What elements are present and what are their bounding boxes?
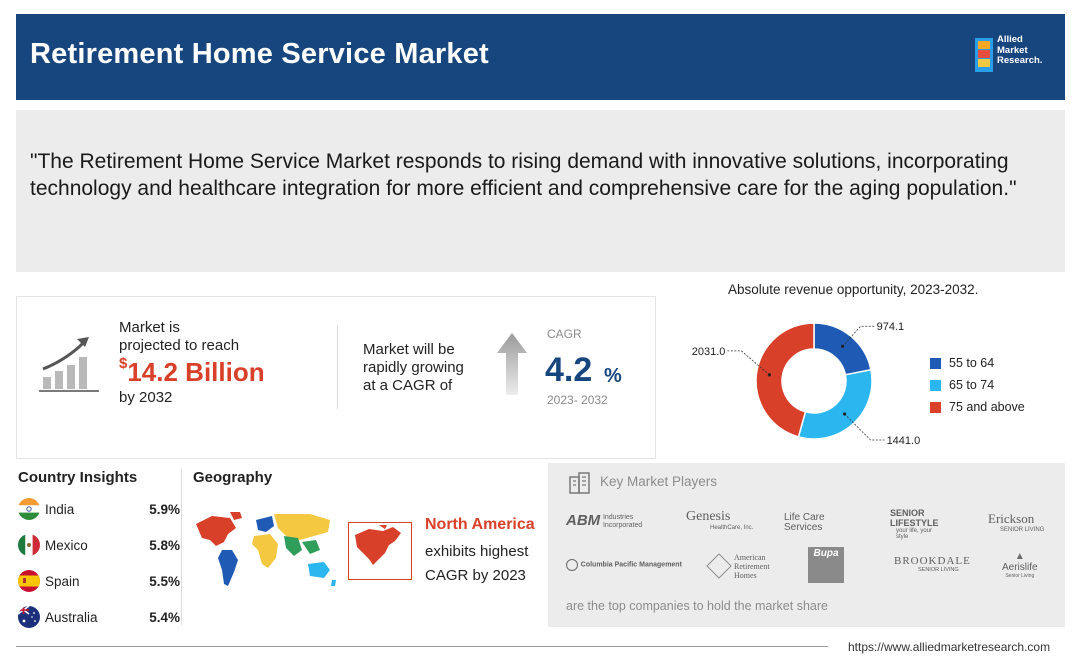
section-divider xyxy=(181,469,182,625)
player-logo-american-retirement: American Retirement Homes xyxy=(706,553,780,580)
legend-label: 75 and above xyxy=(949,400,1025,414)
donut-slice-55-to-64 xyxy=(813,322,872,376)
country-name: India xyxy=(45,502,75,517)
players-footnote: are the top companies to hold the market… xyxy=(566,599,828,613)
cagr-period: 2023- 2032 xyxy=(547,393,608,407)
player-logo-bupa: Bupa xyxy=(808,547,844,583)
buildings-icon xyxy=(569,472,590,494)
market-value: $14.2 Billion xyxy=(119,355,265,387)
country-name: Australia xyxy=(45,610,98,625)
country-row-spain: Spain 5.5% xyxy=(18,568,180,604)
chart-title: Absolute revenue opportunity, 2023-2032. xyxy=(728,282,979,297)
north-america-map-icon xyxy=(355,525,401,565)
highlight-region: North America xyxy=(425,516,535,533)
player-logo-columbia-pacific: Columbia Pacific Management xyxy=(566,559,682,571)
donut-slice-65-to-74 xyxy=(797,368,873,440)
player-logo-genesis: Genesis HealthCare, Inc. xyxy=(686,509,754,531)
legend-label: 55 to 64 xyxy=(949,356,995,370)
country-row-india: India 5.9% xyxy=(18,496,180,532)
logo-mark-icon xyxy=(975,38,993,72)
legend-item: 75 and above xyxy=(930,396,1025,418)
legend-item: 55 to 64 xyxy=(930,352,1025,374)
region-description: exhibits highest CAGR by 2023 xyxy=(425,543,529,584)
country-cagr: 5.9% xyxy=(149,502,180,517)
donut-leader-dot xyxy=(767,373,772,377)
logo-text: Allied Market Research. xyxy=(997,34,1043,66)
header-banner: Retirement Home Service Market Allied Ma… xyxy=(16,14,1065,100)
key-players-title: Key Market Players xyxy=(600,474,718,489)
market-quote: "The Retirement Home Service Market resp… xyxy=(30,150,1017,200)
geography-title: Geography xyxy=(193,469,273,486)
player-logo-abm: ABM Industries Incorporated xyxy=(566,512,643,530)
page-title: Retirement Home Service Market xyxy=(30,38,489,70)
donut-leader-line xyxy=(844,413,885,441)
player-logo-life-care: Life Care Services xyxy=(784,512,825,533)
donut-leader-dot xyxy=(842,412,847,416)
north-america-highlight xyxy=(348,522,412,580)
amr-logo: Allied Market Research. xyxy=(975,34,1057,78)
mexico-flag-icon xyxy=(18,534,40,556)
donut-data-label: 1441.0 xyxy=(887,435,921,447)
player-logo-aerislife: ▲ Aerislife Senior Living xyxy=(1002,551,1038,579)
country-name: Mexico xyxy=(45,538,88,553)
up-arrow-icon xyxy=(497,333,527,395)
player-logo-brookdale: BROOKDALE SENIOR LIVING xyxy=(894,555,971,573)
chart-legend: 55 to 64 65 to 74 75 and above xyxy=(930,352,1025,418)
india-flag-icon xyxy=(18,498,40,520)
country-row-australia: Australia 5.4% xyxy=(18,604,180,640)
footer-divider xyxy=(16,646,828,647)
legend-swatch xyxy=(930,357,941,369)
reach-label: Market is projected to reach xyxy=(119,319,240,354)
quote-panel: "The Retirement Home Service Market resp… xyxy=(16,110,1065,272)
cagr-unit: % xyxy=(604,365,622,387)
legend-swatch xyxy=(930,401,941,413)
donut-data-label: 974.1 xyxy=(877,321,905,333)
cagr-value: 4.2 xyxy=(545,351,593,389)
legend-item: 65 to 74 xyxy=(930,374,1025,396)
country-name: Spain xyxy=(45,574,80,589)
country-cagr: 5.8% xyxy=(149,538,180,553)
legend-swatch xyxy=(930,379,941,391)
player-logo-senior-lifestyle: SENIOR LIFESTYLE your life, your style xyxy=(890,508,939,540)
country-list: India 5.9% Mexico 5.8% Spain 5.5% Austra… xyxy=(18,496,180,640)
player-logo-erickson: Erickson SENIOR LIVING xyxy=(988,511,1045,533)
key-players-panel: Key Market Players ABM Industries Incorp… xyxy=(548,463,1065,627)
donut-leader-dot xyxy=(840,344,845,348)
donut-data-label: 2031.0 xyxy=(692,346,726,358)
growth-chart-icon xyxy=(39,337,99,392)
footer-url[interactable]: https://www.alliedmarketresearch.com xyxy=(848,640,1051,654)
donut-leader-line xyxy=(727,350,770,376)
world-map-icon xyxy=(196,512,336,586)
revenue-donut-chart: 974.1 1441.0 2031.0 xyxy=(692,321,921,447)
donut-leader-line xyxy=(842,325,875,347)
market-stats-panel: Market is projected to reach $14.2 Billi… xyxy=(16,296,656,459)
cagr-description: Market will be rapidly growing at a CAGR… xyxy=(363,341,464,394)
stats-divider xyxy=(337,325,338,409)
country-insights-title: Country Insights xyxy=(18,469,138,486)
country-cagr: 5.5% xyxy=(149,574,180,589)
australia-flag-icon xyxy=(18,606,40,628)
legend-label: 65 to 74 xyxy=(949,378,995,392)
cagr-label: CAGR xyxy=(547,327,582,341)
reach-year: by 2032 xyxy=(119,389,173,406)
donut-slice-75-and-above xyxy=(755,322,815,438)
spain-flag-icon xyxy=(18,570,40,592)
country-cagr: 5.4% xyxy=(149,610,180,625)
country-row-mexico: Mexico 5.8% xyxy=(18,532,180,568)
